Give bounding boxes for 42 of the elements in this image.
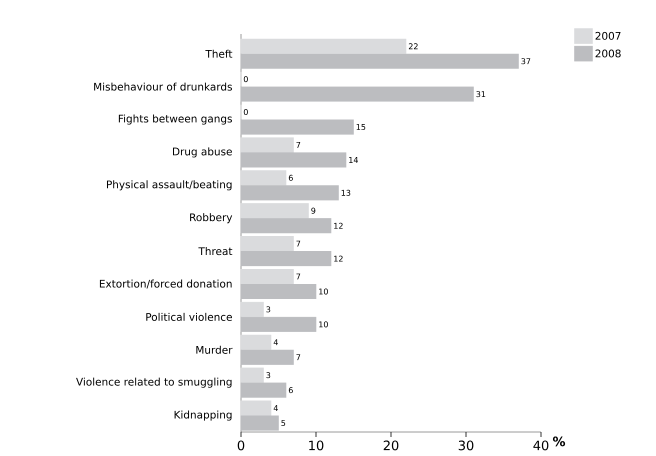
bar: [240, 152, 346, 168]
bar: [240, 416, 279, 431]
bar: [240, 218, 332, 234]
y-tick-label: Drug abuse: [172, 147, 232, 158]
y-tick-label: Fights between gangs: [118, 114, 232, 125]
bar: [240, 350, 294, 365]
bar: [240, 400, 272, 416]
bar: [240, 302, 264, 317]
y-tick-label: Political violence: [146, 312, 232, 321]
legend-label: 2007: [596, 32, 620, 40]
x-tick-label: 10: [309, 440, 324, 450]
y-tick-label: Physical assault/beating: [106, 180, 232, 190]
bar: [240, 203, 309, 218]
bar: [240, 368, 264, 383]
y-tick-label: Robbery: [190, 213, 232, 224]
legend-label: 2008: [596, 50, 621, 58]
x-tick-label: 0: [238, 440, 244, 450]
bar: [240, 268, 294, 284]
bar: [240, 251, 332, 266]
bar: [240, 334, 272, 350]
bar: [240, 284, 316, 300]
x-tick-label: 30: [458, 440, 474, 450]
bar: [240, 137, 294, 152]
y-tick-label: Violence related to smuggling: [76, 378, 232, 388]
bar: [240, 54, 519, 69]
x-axis-title: %: [552, 436, 566, 446]
y-tick-label: Murder: [196, 346, 232, 354]
bar: [240, 38, 406, 54]
y-tick-label: Theft: [205, 50, 232, 58]
y-tick-label: Kidnapping: [174, 410, 232, 421]
bar: [240, 119, 354, 135]
y-tick-label: Threat: [198, 247, 232, 256]
bar: [240, 316, 316, 332]
bar: [240, 185, 339, 200]
bar: [240, 382, 286, 398]
bar: [240, 170, 286, 186]
x-tick-label: 20: [384, 440, 398, 450]
bar: [240, 86, 474, 102]
x-tick-label: 40: [533, 440, 548, 450]
bar: [240, 236, 294, 252]
y-tick-label: Extortion/forced donation: [100, 280, 232, 288]
y-tick-label: Misbehaviour of drunkards: [94, 82, 232, 91]
